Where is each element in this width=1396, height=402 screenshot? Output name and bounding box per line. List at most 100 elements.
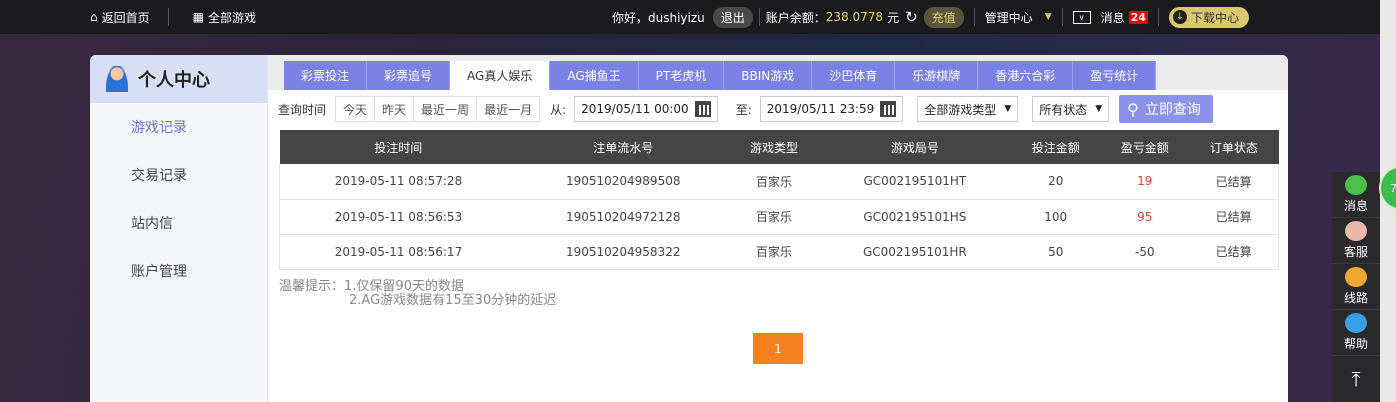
float-item-2[interactable]: 线路	[1332, 264, 1380, 310]
query-time-label: 查询时间	[278, 102, 327, 117]
sidebar: 个人中心 游戏记录 交易记录 站内信 账户管理	[90, 55, 268, 402]
sidebar-item-inbox[interactable]: 站内信	[131, 216, 173, 232]
range-today[interactable]: 今天	[335, 96, 376, 122]
from-date-input[interactable]: 2019/05/11 00:00	[574, 96, 718, 122]
table-cell: -50	[1100, 234, 1190, 270]
divider	[1061, 8, 1063, 26]
table-row: 2019-05-11 08:57:28 190510204989508 百家乐 GC0…	[278, 164, 1280, 200]
balance-value: 238.0778	[825, 10, 884, 24]
table-cell: 2019-05-11 08:57:28	[278, 164, 517, 200]
table-cell: 95	[1100, 199, 1190, 235]
table-cell: 190510204972128	[516, 199, 730, 235]
currency: 元	[887, 10, 900, 25]
chevron-down-icon: ▼	[1044, 12, 1052, 22]
divider	[758, 8, 760, 26]
tab-2[interactable]: AG真人娱乐	[450, 61, 551, 90]
back-to-top-icon[interactable]: ⤒	[1351, 367, 1361, 391]
table-cell: 50	[1011, 234, 1101, 270]
range-month[interactable]: 最近一月	[476, 96, 541, 122]
divider	[973, 8, 975, 26]
tab-8[interactable]: 香港六合彩	[978, 61, 1074, 90]
chevron-down-icon: ▼	[1004, 104, 1012, 114]
game-type-select[interactable]: 全部游戏类型 ▼	[917, 96, 1019, 122]
search-icon: ⚲	[1127, 99, 1139, 119]
recharge-button[interactable]: 充值	[923, 6, 964, 28]
table-cell: 已结算	[1189, 199, 1280, 235]
home-icon: ⌂	[90, 10, 98, 24]
status-select[interactable]: 所有状态 ▼	[1032, 96, 1110, 122]
page-button-1[interactable]: 1	[753, 333, 803, 364]
manage-menu[interactable]: 管理中心 ▼	[984, 10, 1052, 25]
mail-icon: ∨	[1072, 10, 1091, 24]
message-count-badge: 24	[1128, 10, 1148, 24]
range-week[interactable]: 最近一周	[413, 96, 478, 122]
table-cell: 19	[1100, 164, 1190, 200]
tab-7[interactable]: 乐游棋牌	[895, 61, 979, 90]
tips: 温馨提示：1.仅保留90天的数据 2.AG游戏数据有15至30分钟的延迟	[279, 279, 557, 308]
sidebar-header: 个人中心	[90, 55, 267, 103]
float-item-1[interactable]: 客服	[1332, 218, 1380, 264]
sidebar-item-transactions[interactable]: 交易记录	[131, 168, 187, 184]
top-bar: ⌂ 返回首页 ▦ 全部游戏 你好，dushiyizu 退出 账户余额： 238.07…	[0, 0, 1380, 34]
table-cell: 2019-05-11 08:56:17	[278, 234, 517, 270]
table-cell: 百家乐	[729, 234, 819, 270]
table-cell: 2019-05-11 08:56:53	[278, 199, 517, 235]
tab-1[interactable]: 彩票追号	[367, 61, 451, 90]
table-cell: 190510204989508	[516, 164, 730, 200]
tab-9[interactable]: 盈亏统计	[1073, 61, 1157, 90]
calendar-icon[interactable]	[694, 101, 711, 117]
table-cell: 20	[1011, 164, 1101, 200]
filter-bar: 查询时间 今天 昨天 最近一周 最近一月 从: 2019/05/11 00:00…	[278, 95, 1213, 123]
sidebar-item-game-records[interactable]: 游戏记录	[131, 120, 187, 136]
greeting: 你好，dushiyizu	[612, 10, 705, 25]
column-header: 游戏类型	[729, 130, 819, 164]
to-label: 至:	[735, 102, 752, 117]
home-link[interactable]: ⌂ 返回首页	[90, 10, 150, 25]
table-cell: GC002195101HS	[818, 199, 1012, 235]
divider	[1157, 8, 1159, 26]
column-header: 投注金额	[1011, 130, 1101, 164]
from-label: 从:	[550, 102, 567, 117]
content-panel: 个人中心 游戏记录 交易记录 站内信 账户管理 彩票投注 彩票追号 AG真人娱乐 AG…	[90, 55, 1288, 402]
table-cell: 已结算	[1189, 234, 1280, 270]
table-cell: GC002195101HT	[818, 164, 1012, 200]
records-table: 投注时间 注单流水号 游戏类型 游戏局号 投注金额 盈亏金额 订单状态 2019-05-11…	[278, 130, 1280, 270]
download-center-button[interactable]: ↓ 下载中心	[1168, 6, 1249, 28]
all-games-link[interactable]: ▦ 全部游戏	[192, 10, 256, 25]
tab-3[interactable]: AG捕鱼王	[550, 61, 639, 90]
tab-4[interactable]: PT老虎机	[638, 61, 725, 90]
table-cell: GC002195101HR	[818, 234, 1012, 270]
sidebar-item-account[interactable]: 账户管理	[131, 264, 187, 280]
table-row: 2019-05-11 08:56:53 190510204972128 百家乐 GC0…	[278, 199, 1280, 235]
calendar-icon[interactable]	[880, 101, 897, 117]
logout-button[interactable]: 退出	[712, 6, 753, 28]
query-button[interactable]: ⚲ 立即查询	[1119, 95, 1213, 123]
float-item-0[interactable]: 消息	[1332, 172, 1380, 218]
table-row: 2019-05-11 08:56:17 190510204958322 百家乐 GC0…	[278, 234, 1280, 270]
chat-icon	[1345, 175, 1367, 195]
tab-0[interactable]: 彩票投注	[284, 61, 368, 90]
tab-5[interactable]: BBIN游戏	[724, 61, 813, 90]
to-date-input[interactable]: 2019/05/11 23:59	[759, 96, 904, 122]
tab-6[interactable]: 沙巴体育	[812, 61, 896, 90]
messages-link[interactable]: ∨ 消息 24	[1072, 9, 1148, 26]
speedometer-icon	[1345, 313, 1367, 333]
table-cell: 100	[1011, 199, 1101, 235]
range-yesterday[interactable]: 昨天	[374, 96, 415, 122]
help-circle-icon	[1345, 267, 1367, 287]
chevron-down-icon: ▼	[1095, 104, 1103, 114]
float-item-3[interactable]: 帮助	[1332, 310, 1380, 356]
balance-label: 账户余额：	[765, 10, 826, 25]
divider	[167, 8, 169, 26]
tab-bar: 彩票投注 彩票追号 AG真人娱乐 AG捕鱼王 PT老虎机 BBIN游戏 沙巴体育 乐游棋牌 香港…	[268, 55, 1288, 90]
column-header: 游戏局号	[818, 130, 1012, 164]
column-header: 盈亏金额	[1100, 130, 1190, 164]
floating-menu: 消息 客服 线路 帮助 ⤒	[1332, 172, 1380, 402]
table-cell: 百家乐	[729, 164, 819, 200]
support-icon	[1345, 221, 1367, 241]
refresh-icon[interactable]: ↻	[905, 8, 918, 26]
column-header: 注单流水号	[516, 130, 730, 164]
table-cell: 190510204958322	[516, 234, 730, 270]
table-cell: 已结算	[1189, 164, 1280, 200]
column-header: 订单状态	[1189, 130, 1279, 164]
